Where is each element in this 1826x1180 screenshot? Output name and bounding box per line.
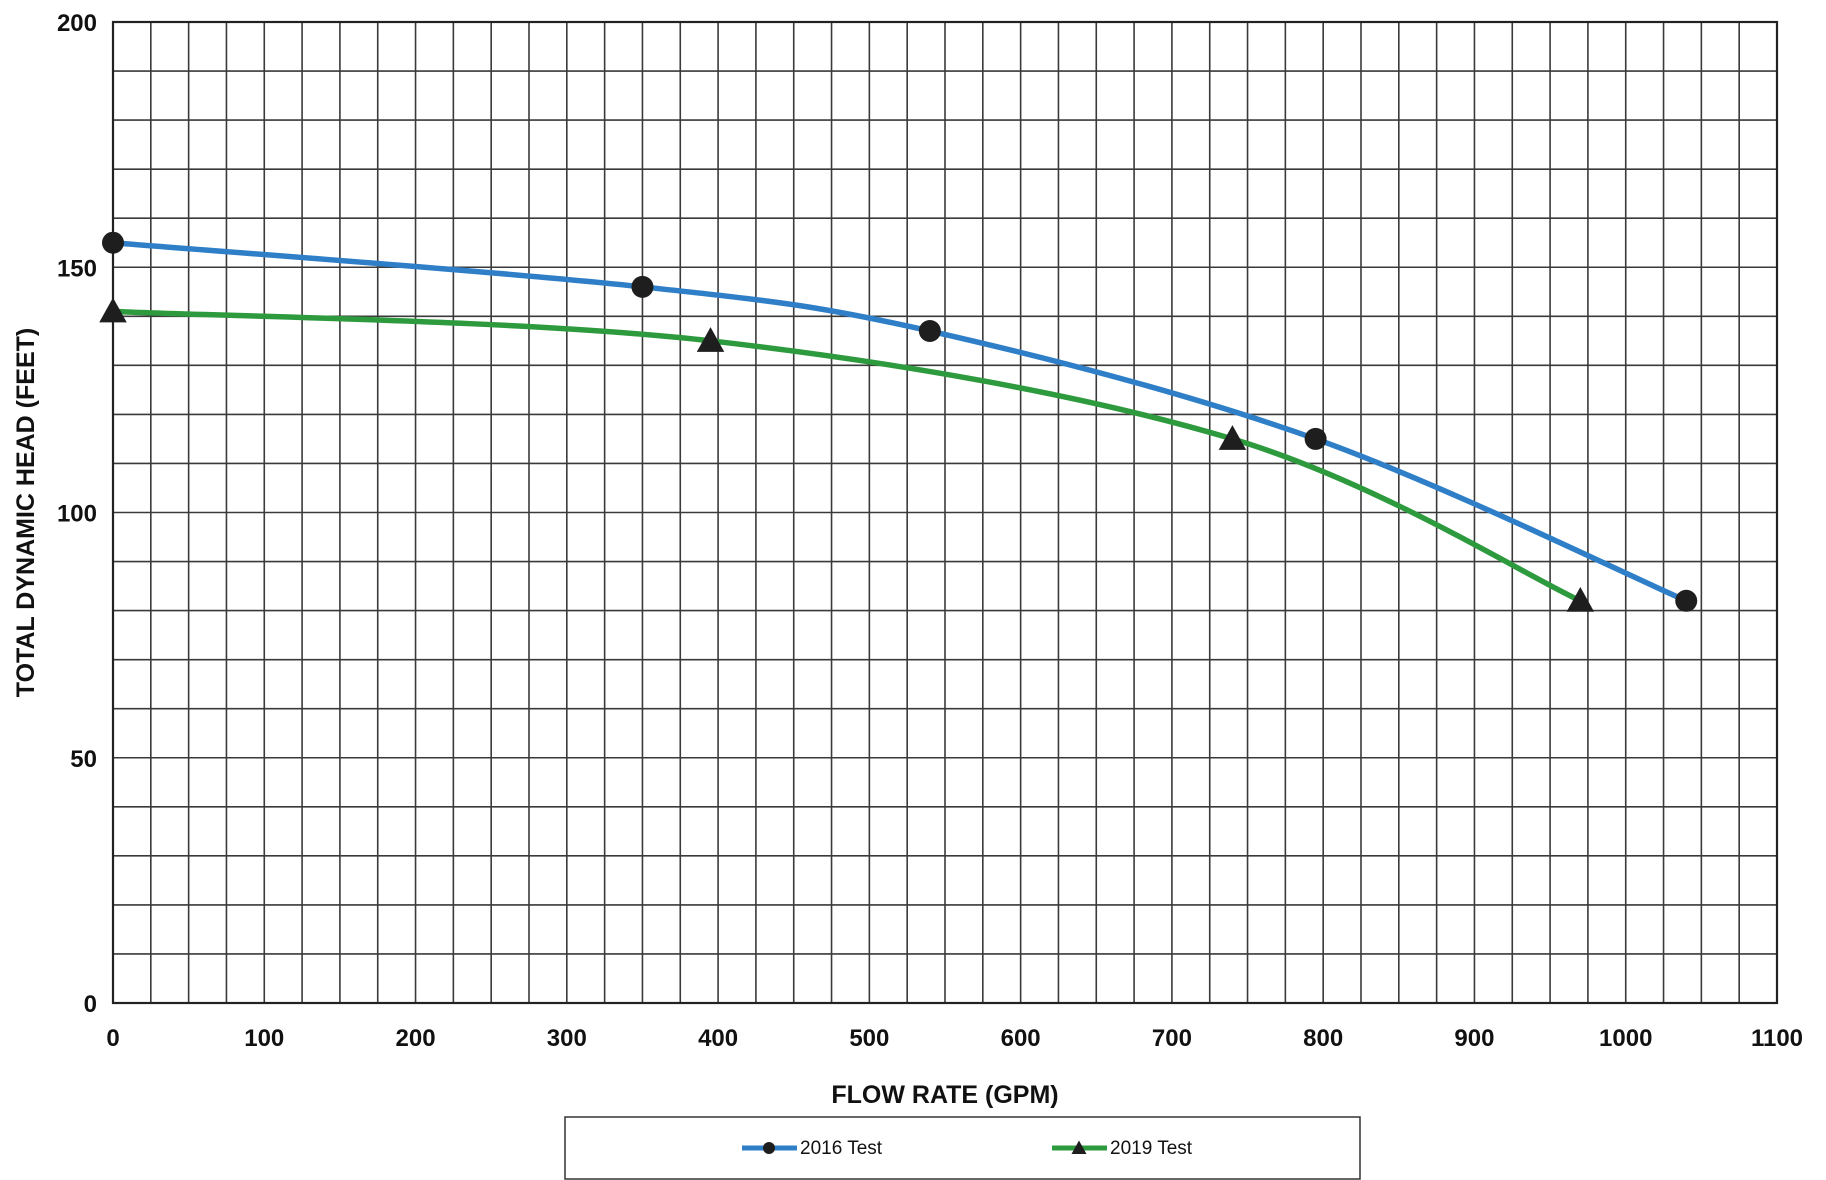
x-axis-title: FLOW RATE (GPM) [831, 1081, 1058, 1109]
data-point-circle [631, 275, 654, 298]
axes [111, 20, 1779, 1005]
series-line [110, 239, 1689, 604]
legend-label: 2019 Test [1110, 1138, 1193, 1159]
y-tick-label: 100 [57, 501, 97, 528]
x-tick-label: 1100 [1751, 1025, 1803, 1052]
legend-label: 2016 Test [800, 1138, 883, 1159]
x-tick-label: 300 [547, 1025, 587, 1052]
x-tick-label: 0 [106, 1025, 119, 1052]
series-layer [99, 231, 1698, 612]
legend: 2016 Test 2019 Test [564, 1116, 1361, 1180]
data-point-circle [102, 231, 124, 254]
y-tick-label: 0 [84, 991, 97, 1018]
y-axis-title: TOTAL DYNAMIC HEAD (FEET) [12, 328, 40, 697]
grid [112, 21, 1778, 1004]
x-tick-label: 600 [1001, 1025, 1041, 1052]
x-tick-labels: 0 100 200 300 400 500 600 700 800 900 1000 1100 [106, 1025, 1803, 1052]
x-tick-label: 500 [849, 1025, 889, 1052]
data-point-triangle [696, 327, 725, 352]
x-tick-label: 1000 [1599, 1025, 1652, 1052]
data-point-circle [1304, 427, 1327, 450]
data-point-circle [918, 320, 941, 343]
plot-frame [111, 20, 1779, 1005]
x-tick-label: 400 [698, 1025, 738, 1052]
x-tick-label: 800 [1303, 1025, 1343, 1052]
y-tick-label: 150 [57, 255, 97, 282]
y-tick-labels: 0 50 100 150 200 [57, 10, 97, 1018]
x-tick-label: 200 [396, 1025, 436, 1052]
data-point-circle [1675, 589, 1698, 612]
legend-item-1: 2016 Test [742, 1138, 883, 1159]
data-point-circle [763, 1142, 775, 1154]
data-point-triangle [1071, 1140, 1087, 1154]
y-tick-label: 200 [57, 10, 97, 37]
x-tick-label: 100 [244, 1025, 284, 1052]
series-line [110, 308, 1584, 604]
series-1 [102, 231, 1698, 612]
series-2 [99, 297, 1595, 612]
legend-item-2: 2019 Test [1052, 1138, 1193, 1159]
data-point-triangle [1218, 425, 1247, 450]
y-tick-label: 50 [70, 746, 97, 773]
data-point-triangle [99, 297, 127, 323]
legend-box [564, 1116, 1361, 1180]
legend-items: 2016 Test 2019 Test [742, 1138, 1193, 1159]
x-tick-label: 900 [1454, 1025, 1494, 1052]
x-tick-label: 700 [1152, 1025, 1192, 1052]
data-point-triangle [1566, 587, 1595, 612]
